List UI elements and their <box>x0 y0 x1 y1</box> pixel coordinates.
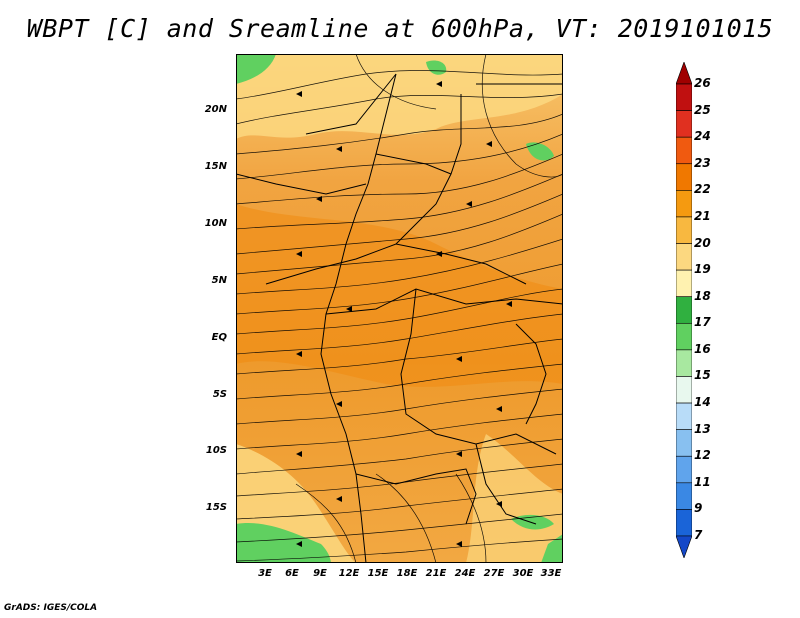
lat-label: 20N <box>204 104 227 115</box>
lon-label: 21E <box>425 568 447 579</box>
colorbar-box <box>676 243 692 271</box>
colorbar-box <box>676 402 692 430</box>
map-frame <box>236 54 563 563</box>
colorbar-label: 16 <box>694 341 711 356</box>
colorbar-box <box>676 455 692 484</box>
colorbar-label: 11 <box>694 474 711 489</box>
colorbar-label: 21 <box>694 208 711 223</box>
colorbar-box <box>676 216 692 244</box>
lon-label: 24E <box>454 568 476 579</box>
lat-label: 5N <box>211 275 227 286</box>
map-title: WBPT [C] and Sreamline at 600hPa, VT: 20… <box>26 14 774 43</box>
colorbar-box <box>676 322 692 351</box>
colorbar-box <box>676 269 692 298</box>
lon-label: 27E <box>483 568 505 579</box>
colorbar-box <box>676 83 692 111</box>
colorbar-label: 23 <box>694 155 711 170</box>
colorbar-label: 9 <box>694 501 703 516</box>
lat-label: EQ <box>211 332 227 343</box>
lon-label: 30E <box>512 568 534 579</box>
lat-label: 10S <box>205 445 227 456</box>
lon-label: 18E <box>396 568 418 579</box>
lon-label: 12E <box>338 568 360 579</box>
map-canvas <box>236 54 563 563</box>
streamlines <box>236 54 563 563</box>
colorbar-label: 7 <box>694 528 703 542</box>
lat-label: 10N <box>204 218 227 229</box>
green-patch-nw <box>236 54 276 84</box>
colorbar-box <box>676 429 692 457</box>
colorbar-label: 14 <box>694 395 711 410</box>
cool-region-se <box>466 434 563 563</box>
colorbar-top-arrow <box>676 62 692 85</box>
colorbar-box <box>676 376 692 404</box>
colorbar-label: 13 <box>694 421 711 436</box>
green-patch-sw <box>236 523 331 563</box>
lat-label: 5S <box>212 389 227 400</box>
colorbar-label: 22 <box>694 182 711 197</box>
colorbar-box <box>676 482 692 510</box>
footer-credit: GrADS: IGES/COLA <box>4 603 98 613</box>
colorbar-label: 26 <box>694 76 711 90</box>
colorbar-label: 25 <box>694 102 711 117</box>
country-borders <box>236 73 563 563</box>
colorbar-box <box>676 163 692 191</box>
lon-label: 6E <box>285 568 299 579</box>
lon-label: 15E <box>367 568 389 579</box>
green-patch-se2 <box>541 534 563 563</box>
lon-label: 3E <box>258 568 272 579</box>
colorbar-label: 15 <box>694 368 711 383</box>
colorbar-bottom-arrow <box>676 535 692 558</box>
lon-label: 9E <box>313 568 327 579</box>
lat-label: 15S <box>205 502 227 513</box>
colorbar <box>676 62 692 558</box>
lon-label: 33E <box>540 568 562 579</box>
colorbar-label: 24 <box>694 129 711 144</box>
colorbar-box <box>676 190 692 218</box>
green-patch-ne <box>526 142 554 161</box>
lat-label: 15N <box>204 161 227 172</box>
colorbar-box <box>676 349 692 377</box>
colorbar-box <box>676 509 692 537</box>
colorbar-label: 12 <box>694 448 711 463</box>
colorbar-label: 20 <box>694 235 711 250</box>
colorbar-label: 19 <box>694 262 711 277</box>
colorbar-box <box>676 136 692 165</box>
colorbar-box <box>676 110 692 138</box>
map-panel <box>236 54 563 563</box>
colorbar-label: 18 <box>694 288 711 303</box>
warm-band <box>236 204 563 387</box>
colorbar-box <box>676 296 692 324</box>
streamline-arrows <box>296 81 512 547</box>
colorbar-label: 17 <box>694 315 711 330</box>
